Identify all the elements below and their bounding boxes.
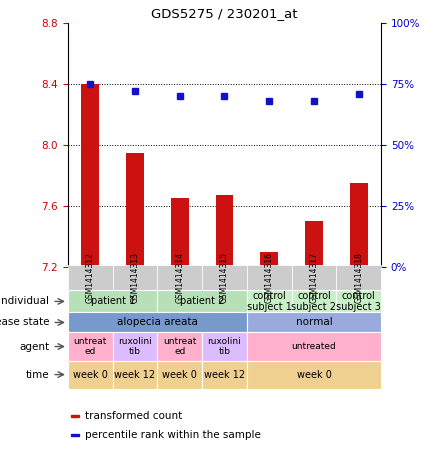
Text: week 0: week 0 — [162, 370, 197, 380]
Bar — [202, 361, 247, 389]
Text: untreated: untreated — [292, 342, 336, 351]
Text: individual: individual — [0, 296, 49, 306]
Text: control
subject 2: control subject 2 — [291, 291, 336, 312]
Bar — [126, 153, 144, 267]
Text: GSM1414315: GSM1414315 — [220, 252, 229, 303]
Bar — [157, 290, 247, 313]
Bar — [202, 265, 247, 290]
Bar — [68, 361, 113, 389]
Text: week 0: week 0 — [73, 370, 108, 380]
Text: week 12: week 12 — [204, 370, 245, 380]
Bar — [157, 361, 202, 389]
Bar — [247, 361, 381, 389]
Text: time: time — [25, 370, 49, 380]
Bar — [71, 415, 79, 417]
Text: week 12: week 12 — [114, 370, 155, 380]
Text: GSM1414317: GSM1414317 — [310, 252, 318, 303]
Bar — [68, 290, 157, 313]
Bar — [157, 265, 202, 290]
Bar — [292, 265, 336, 290]
Bar — [71, 434, 79, 436]
Bar — [157, 333, 202, 361]
Bar — [68, 333, 113, 361]
Bar — [260, 252, 278, 267]
Title: GDS5275 / 230201_at: GDS5275 / 230201_at — [151, 7, 298, 20]
Text: agent: agent — [19, 342, 49, 352]
Text: ruxolini
tib: ruxolini tib — [118, 337, 152, 356]
Text: untreat
ed: untreat ed — [74, 337, 107, 356]
Text: GSM1414316: GSM1414316 — [265, 252, 274, 303]
Bar — [247, 290, 292, 313]
Text: transformed count: transformed count — [85, 411, 182, 421]
Text: patient 2: patient 2 — [180, 296, 224, 306]
Bar — [113, 361, 157, 389]
Bar — [336, 290, 381, 313]
Bar — [350, 183, 367, 267]
Text: untreat
ed: untreat ed — [163, 337, 196, 356]
Bar — [215, 195, 233, 267]
Bar — [68, 265, 113, 290]
Bar — [247, 265, 292, 290]
Bar — [68, 313, 247, 333]
Bar — [292, 290, 336, 313]
Bar — [171, 198, 189, 267]
Bar — [81, 84, 99, 267]
Text: disease state: disease state — [0, 318, 49, 328]
Text: control
subject 1: control subject 1 — [247, 291, 292, 312]
Bar — [336, 265, 381, 290]
Text: GSM1414314: GSM1414314 — [175, 252, 184, 303]
Text: control
subject 3: control subject 3 — [336, 291, 381, 312]
Bar — [202, 333, 247, 361]
Text: normal: normal — [296, 318, 332, 328]
Bar — [305, 222, 323, 267]
Bar — [113, 333, 157, 361]
Text: ruxolini
tib: ruxolini tib — [208, 337, 241, 356]
Text: alopecia areata: alopecia areata — [117, 318, 198, 328]
Text: percentile rank within the sample: percentile rank within the sample — [85, 430, 261, 440]
Bar — [247, 313, 381, 333]
Text: GSM1414313: GSM1414313 — [131, 252, 139, 303]
Text: week 0: week 0 — [297, 370, 332, 380]
Text: patient 1: patient 1 — [91, 296, 135, 306]
Bar — [113, 265, 157, 290]
Text: GSM1414318: GSM1414318 — [354, 252, 363, 303]
Text: GSM1414312: GSM1414312 — [86, 252, 95, 303]
Bar — [247, 333, 381, 361]
